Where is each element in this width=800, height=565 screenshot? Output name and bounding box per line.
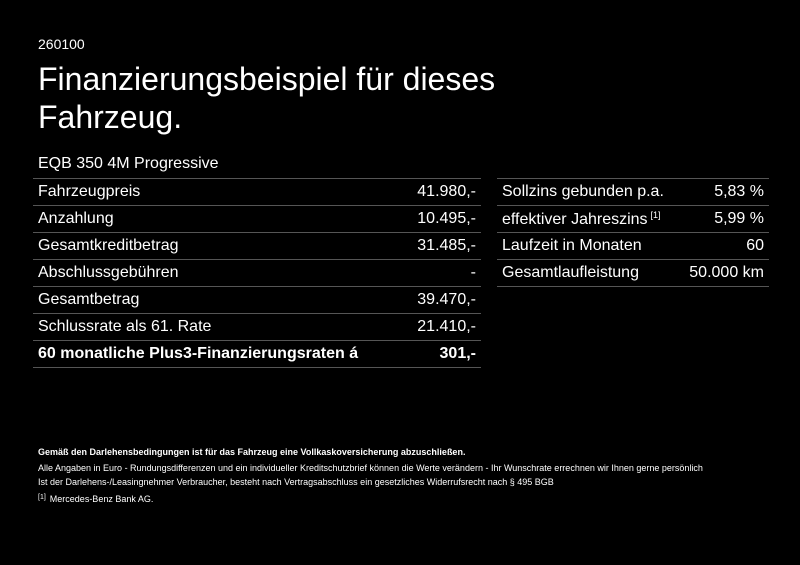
row-value: 10.495,- bbox=[417, 210, 476, 227]
row-value: 301,- bbox=[439, 345, 476, 362]
row-value: 31.485,- bbox=[417, 237, 476, 254]
vehicle-code: 260100 bbox=[38, 36, 85, 52]
monthly-rate-row: 60 monatliche Plus3-Finanzierungsraten á… bbox=[33, 341, 481, 368]
row-label: Anzahlung bbox=[38, 210, 114, 227]
table-row: Fahrzeugpreis 41.980,- bbox=[33, 179, 481, 206]
disclaimer-line: Alle Angaben in Euro - Rundungsdifferenz… bbox=[38, 463, 703, 473]
row-label: Gesamtlaufleistung bbox=[502, 264, 639, 281]
table-row: Anzahlung 10.495,- bbox=[33, 206, 481, 233]
row-value: 21.410,- bbox=[417, 318, 476, 335]
footnote-text: Mercedes-Benz Bank AG. bbox=[49, 494, 154, 504]
interest-table: Sollzins gebunden p.a. 5,83 % effektiver … bbox=[497, 178, 769, 287]
financing-table: Fahrzeugpreis 41.980,- Anzahlung 10.495,- … bbox=[33, 178, 481, 368]
row-label: Gesamtbetrag bbox=[38, 291, 140, 308]
row-label: Laufzeit in Monaten bbox=[502, 237, 642, 254]
row-label: Schlussrate als 61. Rate bbox=[38, 318, 212, 335]
table-row: Gesamtlaufleistung 50.000 km bbox=[497, 260, 769, 287]
model-name: EQB 350 4M Progressive bbox=[38, 155, 219, 172]
footnote-marker: [1] bbox=[38, 494, 46, 501]
table-row: Schlussrate als 61. Rate 21.410,- bbox=[33, 314, 481, 341]
table-row: effektiver Jahreszins [1] 5,99 % bbox=[497, 206, 769, 233]
row-label: Abschlussgebühren bbox=[38, 264, 179, 281]
row-label: Sollzins gebunden p.a. bbox=[502, 183, 664, 200]
row-value: 41.980,- bbox=[417, 183, 476, 200]
footnote: [1] Mercedes-Benz Bank AG. bbox=[38, 494, 153, 504]
footnote-marker: [1] bbox=[650, 209, 661, 220]
insurance-notice: Gemäß den Darlehensbedingungen ist für d… bbox=[38, 447, 466, 457]
withdrawal-notice: Ist der Darlehens-/Leasingnehmer Verbrau… bbox=[38, 477, 554, 487]
table-row: Sollzins gebunden p.a. 5,83 % bbox=[497, 179, 769, 206]
row-value: 50.000 km bbox=[689, 264, 764, 281]
row-value: 60 bbox=[746, 237, 764, 254]
row-value: 5,99 % bbox=[714, 210, 764, 227]
row-label: effektiver Jahreszins bbox=[502, 210, 648, 228]
row-value: - bbox=[470, 264, 476, 281]
table-row: Gesamtkreditbetrag 31.485,- bbox=[33, 233, 481, 260]
table-row: Abschlussgebühren - bbox=[33, 260, 481, 287]
row-label: 60 monatliche Plus3-Finanzierungsraten á bbox=[38, 345, 359, 362]
row-value: 39.470,- bbox=[417, 291, 476, 308]
table-row: Gesamtbetrag 39.470,- bbox=[33, 287, 481, 314]
row-value: 5,83 % bbox=[714, 183, 764, 200]
table-row: Laufzeit in Monaten 60 bbox=[497, 233, 769, 260]
page-title: Finanzierungsbeispiel für dieses Fahrzeu… bbox=[38, 61, 496, 135]
row-label: Gesamtkreditbetrag bbox=[38, 237, 179, 254]
row-label: Fahrzeugpreis bbox=[38, 183, 141, 200]
